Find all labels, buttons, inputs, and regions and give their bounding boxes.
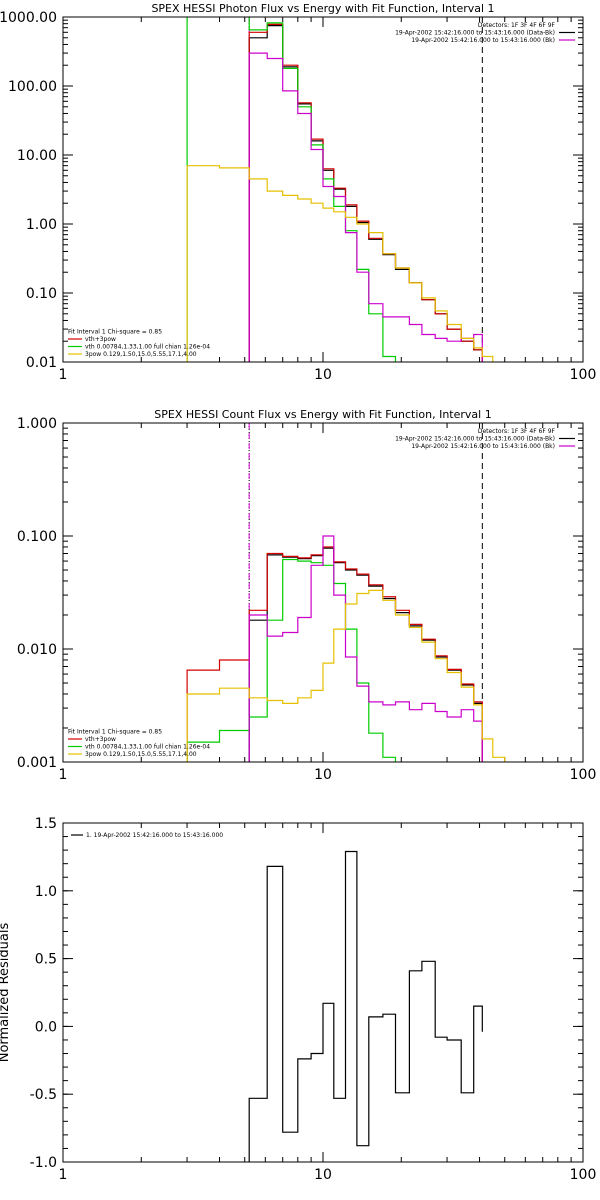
y-tick-label: 0.5 (35, 952, 57, 968)
legend-entry: vth 0.00784,1.33,1.00 full chian 1.26e-0… (85, 344, 210, 351)
legend-entry: Fit Interval 1 Chi-square = 0.85 (68, 329, 162, 336)
y-tick-label: 0.001 (17, 755, 57, 771)
chart-title: SPEX HESSI Count Flux vs Energy with Fit… (154, 408, 491, 421)
x-tick-label: 1 (59, 1167, 68, 1183)
y-tick-label: 0.010 (17, 642, 57, 658)
x-tick-label: 1 (59, 367, 68, 383)
y-tick-label: 1.00 (26, 217, 57, 233)
x-tick-label: 100 (570, 1167, 597, 1183)
y-tick-label: 1.5 (35, 816, 57, 832)
y-tick-label: 0.01 (26, 355, 57, 371)
series-3-line (186, 558, 397, 762)
series-5-line (186, 589, 506, 762)
legend-entry: 3pow 0.129,1.50,15.0,5.55,17.1,4.00 (85, 351, 197, 358)
legend-entry: 3pow 0.129,1.50,15.0,5.55,17.1,4.00 (85, 751, 197, 758)
x-tick-label: 10 (314, 1167, 332, 1183)
y-tick-label: 1000.00 (0, 10, 57, 26)
legend-entry: 19-Apr-2002 15:42:16.000 to 15:43:16.000… (411, 443, 555, 450)
chart-3: Normalized Residuals 1 10 100 -1.0 -0.5 0.0 0.5… (0, 816, 596, 1183)
legend-entry: Fit Interval 1 Chi-square = 0.85 (68, 729, 162, 736)
chart-title: SPEX HESSI Photon Flux vs Energy with Fi… (151, 2, 494, 15)
y-tick-label: 1.0 (35, 884, 57, 900)
series-group (186, 17, 494, 362)
y-tick-label: 100.00 (8, 79, 57, 95)
x-tick-label: 10 (314, 367, 332, 383)
series-4-line (248, 52, 483, 362)
x-tick-label: 100 (570, 367, 597, 383)
plot-frame (62, 16, 584, 363)
plot-frame (62, 422, 584, 763)
x-tick-label: 10 (314, 767, 332, 783)
y-tick-label: 1.000 (17, 416, 57, 432)
legend-entry: vth+3pow (85, 736, 116, 743)
series-group (248, 850, 483, 1162)
legend-entry: 19-Apr-2002 15:42:16.000 to 15:43:16.000… (395, 30, 555, 37)
y-tick-label: 0.10 (26, 286, 57, 302)
series-group (186, 535, 506, 762)
series-1-line (248, 850, 483, 1162)
y-tick-label: 0.0 (35, 1019, 57, 1035)
series-5-line (186, 165, 494, 362)
legend-entry: Detectors: 1F 3F 4F 6F 9F (478, 22, 556, 29)
legend-entry: vth+3pow (85, 336, 116, 343)
chart-2: SPEX HESSI Count Flux vs Energy with Fit… (17, 408, 596, 783)
chart-1: SPEX HESSI Photon Flux vs Energy with Fi… (0, 2, 597, 383)
y-tick-label: -1.0 (30, 1155, 57, 1171)
series-2-line (186, 546, 483, 762)
x-tick-label: 100 (570, 767, 597, 783)
legend-entry: 1. 19-Apr-2002 15:42:16.000 to 15:43:16.… (86, 832, 223, 839)
legend-entry: vth 0.00784,1.33,1.00 full chian 1.26e-0… (85, 744, 210, 751)
y-tick-label: 10.00 (17, 148, 57, 164)
x-tick-label: 1 (59, 767, 68, 783)
legend-entry: 19-Apr-2002 15:42:16.000 to 15:43:16.000… (395, 436, 555, 443)
legend-entry: 19-Apr-2002 15:42:16.000 to 15:43:16.000… (411, 37, 555, 44)
plot-frame (62, 822, 584, 1163)
y-tick-label: -0.5 (30, 1087, 57, 1103)
y-axis-label: Normalized Residuals (0, 923, 12, 1063)
series-3-line (186, 17, 397, 362)
legend-entry: Detectors: 1F 3F 4F 6F 9F (478, 428, 556, 435)
series-4-line (248, 535, 483, 762)
y-tick-label: 0.100 (17, 529, 57, 545)
